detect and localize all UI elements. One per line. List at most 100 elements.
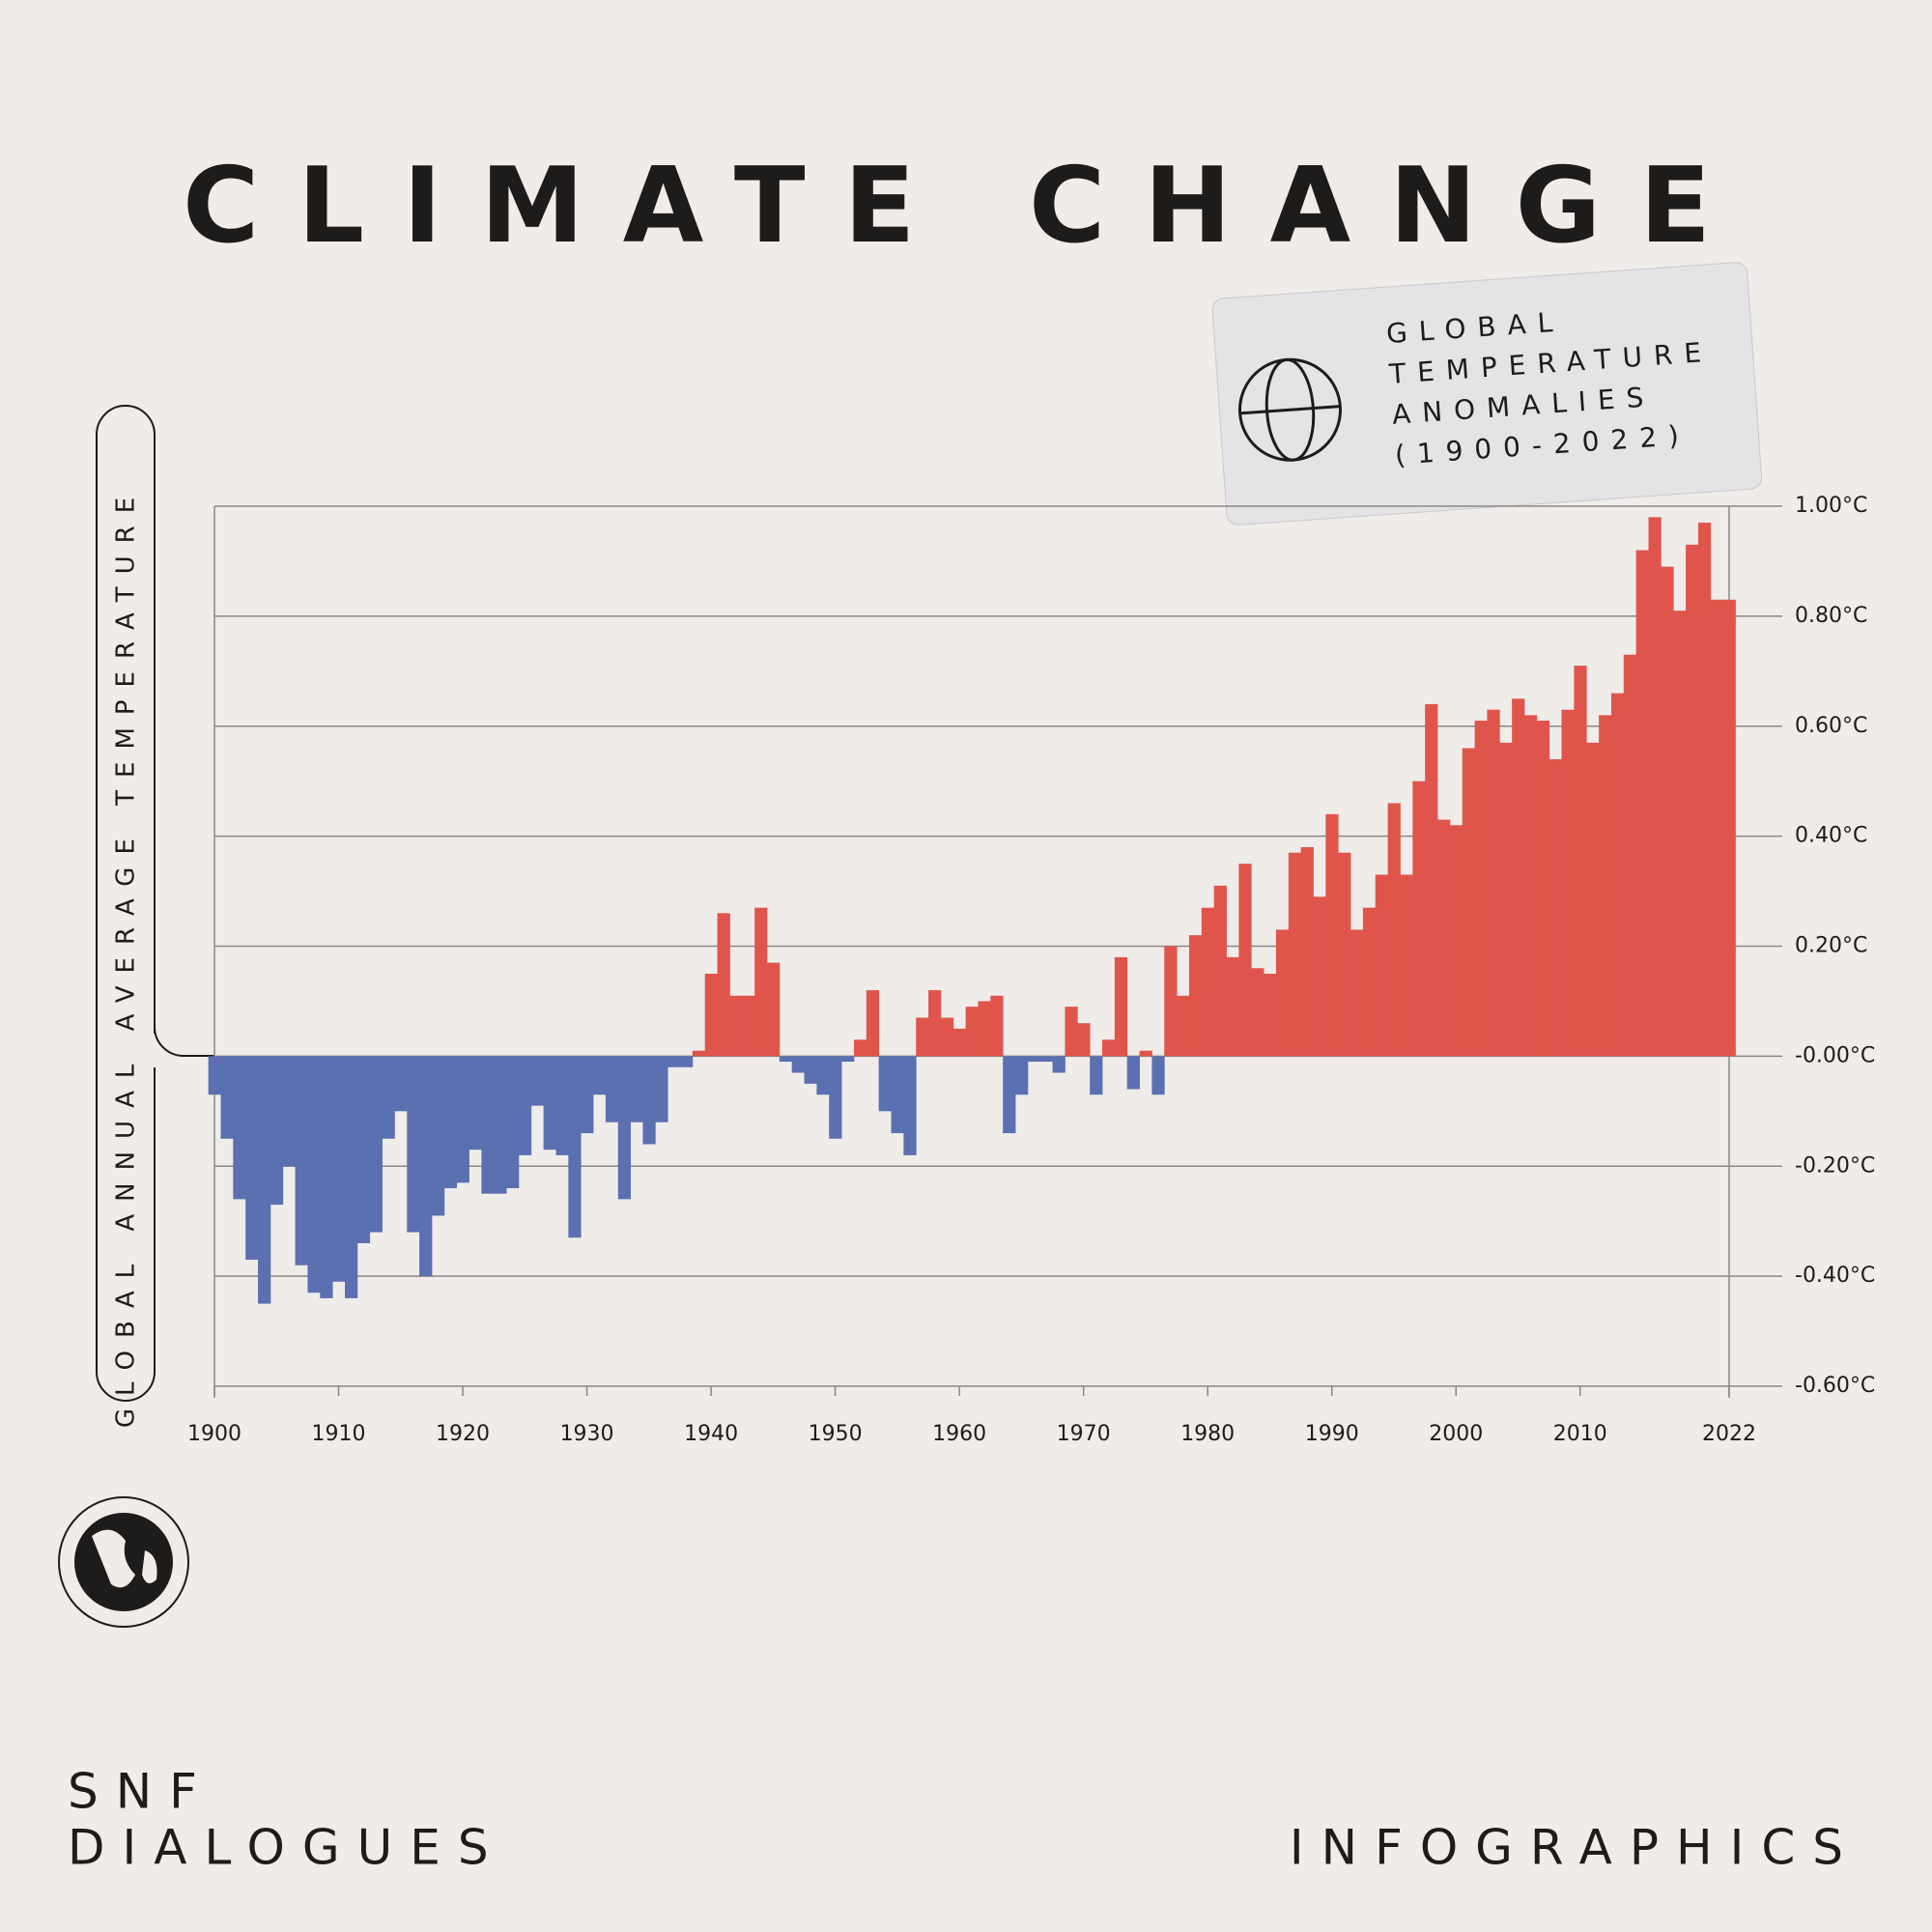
x-tick-label: 2010 — [1553, 1422, 1607, 1446]
bar — [717, 913, 730, 1057]
bar — [940, 1017, 954, 1057]
bar — [1288, 852, 1302, 1057]
bar — [729, 995, 743, 1057]
bar — [270, 1056, 284, 1206]
x-tick-label: 1960 — [932, 1422, 986, 1446]
y-tick-label: 1.00°C — [1795, 494, 1867, 518]
bar — [494, 1056, 507, 1194]
y-tick-label: 0.20°C — [1795, 934, 1867, 958]
bar — [282, 1056, 296, 1167]
bar — [1661, 566, 1674, 1057]
bar — [617, 1056, 632, 1200]
bar — [1425, 703, 1438, 1057]
bar — [332, 1056, 346, 1282]
bar — [1449, 825, 1463, 1057]
bar — [1226, 956, 1239, 1057]
bar — [978, 1001, 991, 1057]
brand: DIALOGUES — [68, 1820, 506, 1876]
bar — [469, 1056, 482, 1151]
bar — [1177, 995, 1190, 1057]
bar — [1722, 599, 1736, 1057]
bar — [605, 1056, 619, 1122]
bar — [878, 1056, 892, 1112]
bar — [990, 995, 1004, 1057]
bar — [1052, 1056, 1065, 1073]
bar — [1648, 517, 1662, 1057]
y-tick-label: 0.40°C — [1795, 824, 1867, 848]
bar — [1412, 781, 1426, 1057]
x-tick-label: 1970 — [1057, 1422, 1111, 1446]
bar — [419, 1056, 433, 1277]
bar — [1610, 693, 1625, 1057]
bar — [1387, 803, 1401, 1057]
y-tick-label: 0.80°C — [1795, 604, 1867, 628]
x-tick-label: 1910 — [312, 1422, 366, 1446]
bar — [555, 1056, 569, 1155]
y-tick-label: -0.20°C — [1795, 1153, 1875, 1178]
globe-icon — [1239, 405, 1341, 415]
bar — [443, 1056, 458, 1189]
bar — [258, 1056, 271, 1304]
bar — [1362, 907, 1377, 1057]
bar — [320, 1056, 333, 1298]
bar — [1462, 748, 1475, 1057]
x-tick-label: 1940 — [684, 1422, 738, 1446]
bar — [518, 1056, 532, 1155]
bar — [568, 1056, 582, 1238]
bar — [1201, 907, 1215, 1057]
y-tick-label: -0.00°C — [1795, 1043, 1875, 1067]
brand: INFOGRAPHICS — [1290, 1820, 1861, 1876]
bar — [692, 1050, 706, 1057]
bar — [1635, 550, 1649, 1057]
label-frame — [96, 405, 156, 1402]
bar — [1213, 885, 1227, 1057]
bar — [853, 1039, 867, 1057]
bar — [1400, 874, 1413, 1057]
bar — [1077, 1023, 1091, 1057]
bar — [1512, 698, 1525, 1057]
bar — [456, 1056, 469, 1183]
x-tick-label: 1900 — [187, 1422, 242, 1446]
bar — [369, 1056, 383, 1233]
bar — [952, 1028, 967, 1057]
bar — [407, 1056, 420, 1233]
bar — [903, 1056, 917, 1155]
bar — [1686, 544, 1699, 1057]
chart-title: CLIMATE CHANGE — [183, 146, 1749, 267]
bar — [1437, 819, 1451, 1057]
globe-continents — [92, 1529, 157, 1588]
bar — [1599, 715, 1612, 1057]
bar — [1710, 599, 1724, 1057]
bar — [630, 1056, 643, 1122]
x-tick-label: 1930 — [560, 1422, 614, 1446]
bar — [1536, 721, 1550, 1057]
bar — [668, 1056, 681, 1067]
bar — [1574, 666, 1587, 1057]
bar — [1126, 1056, 1140, 1090]
bar — [1264, 973, 1277, 1057]
bar — [356, 1056, 371, 1243]
bar — [866, 990, 880, 1057]
bar — [804, 1056, 817, 1084]
x-tick-label: 1980 — [1180, 1422, 1235, 1446]
bar — [655, 1056, 668, 1122]
bar — [1090, 1056, 1103, 1095]
bar — [1350, 929, 1364, 1057]
bar — [1102, 1039, 1116, 1057]
bar — [1325, 813, 1339, 1057]
bar — [1561, 709, 1575, 1057]
bar — [1065, 1007, 1078, 1057]
bar — [1015, 1056, 1029, 1095]
brand: SNF — [68, 1764, 214, 1820]
bar — [829, 1056, 842, 1139]
bar — [1499, 742, 1513, 1057]
bar — [431, 1056, 445, 1216]
x-tick-label: 1990 — [1305, 1422, 1359, 1446]
bar — [1188, 935, 1203, 1057]
bar — [1151, 1056, 1165, 1095]
bar — [1139, 1050, 1152, 1057]
bar — [307, 1056, 321, 1293]
bar — [841, 1056, 855, 1063]
bar — [1338, 852, 1351, 1057]
bar — [1114, 956, 1128, 1057]
